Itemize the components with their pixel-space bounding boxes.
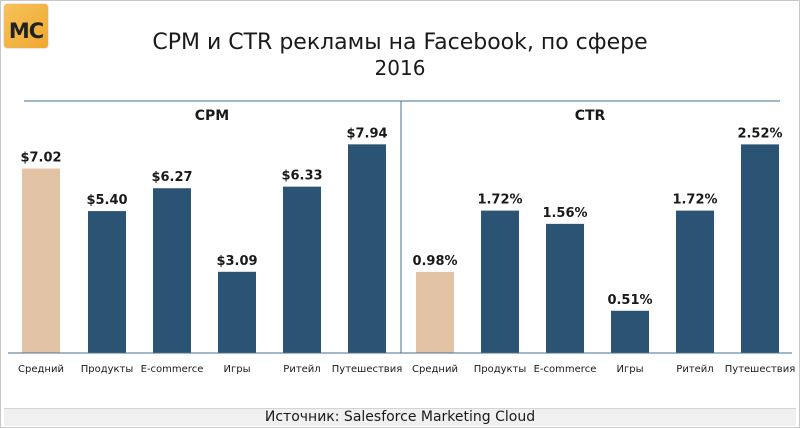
ctr-panel-title: CTR [575, 108, 606, 124]
cpm-bar-5 [348, 144, 386, 353]
cpm-category-label-4: Ритейл [283, 364, 320, 375]
ctr-category-label-4: Ритейл [676, 364, 713, 375]
logo-text: MC [8, 19, 44, 43]
chart-title: CPM и CTR рекламы на Facebook, по сфере [152, 30, 648, 55]
cpm-category-label-0: Средний [18, 364, 64, 375]
ctr-category-label-5: Путешествия [725, 364, 795, 375]
cpm-panel-title: CPM [195, 108, 229, 124]
cpm-bar-1 [88, 211, 126, 353]
cpm-category-label-1: Продукты [81, 364, 134, 375]
mc-logo: MC [4, 4, 48, 48]
ctr-bar-4 [676, 210, 714, 353]
cpm-value-label-2: $6.27 [151, 170, 192, 185]
ctr-value-label-0: 0.98% [412, 254, 457, 269]
cpm-value-label-1: $5.40 [86, 193, 127, 208]
ctr-category-label-1: Продукты [474, 364, 527, 375]
ctr-value-label-2: 1.56% [542, 206, 587, 221]
source-note: Источник: Salesforce Marketing Cloud [4, 408, 796, 426]
ctr-value-label-1: 1.72% [477, 193, 522, 208]
ctr-bar-3 [611, 310, 649, 353]
cpm-value-label-0: $7.02 [20, 151, 61, 166]
cpm-category-label-3: Игры [224, 364, 251, 375]
cpm-value-label-4: $6.33 [281, 169, 322, 184]
ctr-bar-1 [481, 210, 519, 353]
cpm-category-label-5: Путешествия [332, 364, 402, 375]
ctr-bar-2 [546, 223, 584, 353]
cpm-bar-0 [22, 168, 60, 353]
ctr-bar-5 [741, 144, 779, 353]
ctr-category-label-0: Средний [412, 364, 458, 375]
ctr-category-label-3: Игры [617, 364, 644, 375]
ctr-category-label-2: E-commerce [534, 364, 597, 375]
cpm-value-label-5: $7.94 [346, 126, 387, 141]
ctr-value-label-3: 0.51% [607, 293, 652, 308]
cpm-bar-4 [283, 186, 321, 353]
cpm-category-label-2: E-commerce [141, 364, 204, 375]
cpm-bar-3 [218, 271, 256, 353]
chart-subtitle: 2016 [374, 56, 426, 80]
cpm-bar-2 [153, 188, 191, 353]
ctr-value-label-5: 2.52% [737, 126, 782, 141]
cpm-value-label-3: $3.09 [216, 254, 257, 269]
ctr-bar-0 [416, 271, 454, 353]
ctr-value-label-4: 1.72% [672, 193, 717, 208]
